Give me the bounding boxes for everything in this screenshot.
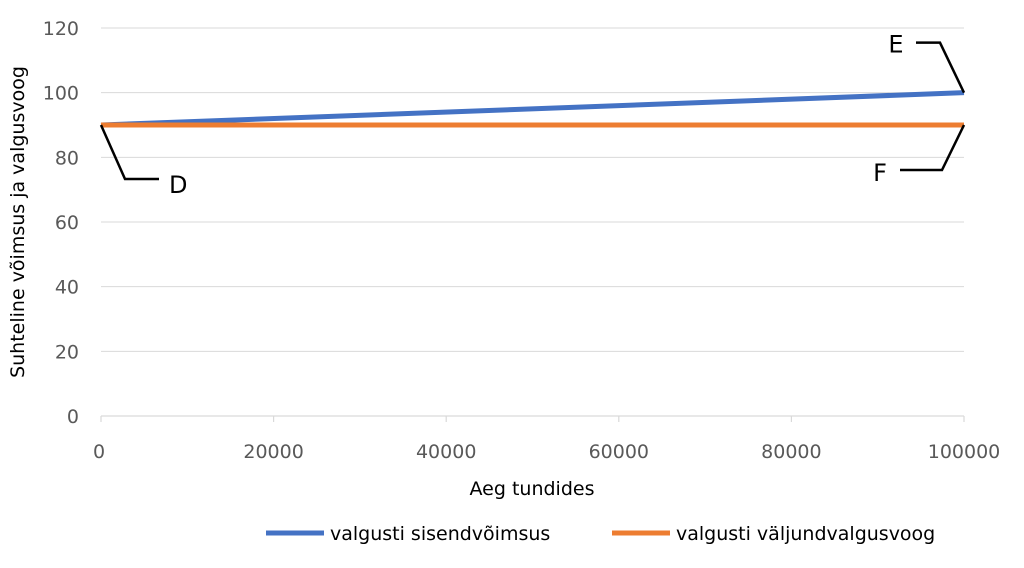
legend-label-2: valgusti väljundvalgusvoog: [676, 523, 935, 545]
series-line-1: [100, 90, 965, 128]
y-tick-label-120: 120: [43, 18, 79, 40]
legend: valgusti sisendvõimsus valgusti väljundva…: [266, 523, 935, 545]
callout-line-D: [99, 124, 159, 181]
x-tick-label-100000: 100000: [928, 441, 1001, 463]
y-tick-label-40: 40: [55, 277, 79, 299]
callout-label-E: E: [888, 31, 903, 59]
grid-layer: [100, 27, 965, 422]
y-axis-title: Suhteline võimsus ja valgusvoog: [7, 66, 29, 378]
series-layer: [100, 90, 965, 128]
callout-layer: D E F: [99, 31, 966, 199]
x-tick-label-80000: 80000: [761, 441, 821, 463]
x-axis-title: Aeg tundides: [470, 478, 595, 500]
legend-label-1: valgusti sisendvõimsus: [330, 523, 550, 545]
callout-label-D: D: [169, 171, 187, 199]
x-tick-label-40000: 40000: [416, 441, 476, 463]
callout-line-E: [916, 41, 966, 94]
y-tick-label-0: 0: [67, 406, 79, 428]
x-tick-label-60000: 60000: [589, 441, 649, 463]
callout-label-F: F: [873, 159, 887, 187]
tick-layer: 0 20 40 60 80 100 120 0 20000 40000 60000 80000 1000…: [43, 18, 1001, 463]
x-tick-label-20000: 20000: [243, 441, 303, 463]
y-tick-label-20: 20: [55, 341, 79, 363]
y-tick-label-60: 60: [55, 212, 79, 234]
callout-line-F: [900, 124, 966, 172]
y-tick-label-80: 80: [55, 147, 79, 169]
y-tick-label-100: 100: [43, 83, 79, 105]
x-tick-label-0: 0: [93, 441, 105, 463]
